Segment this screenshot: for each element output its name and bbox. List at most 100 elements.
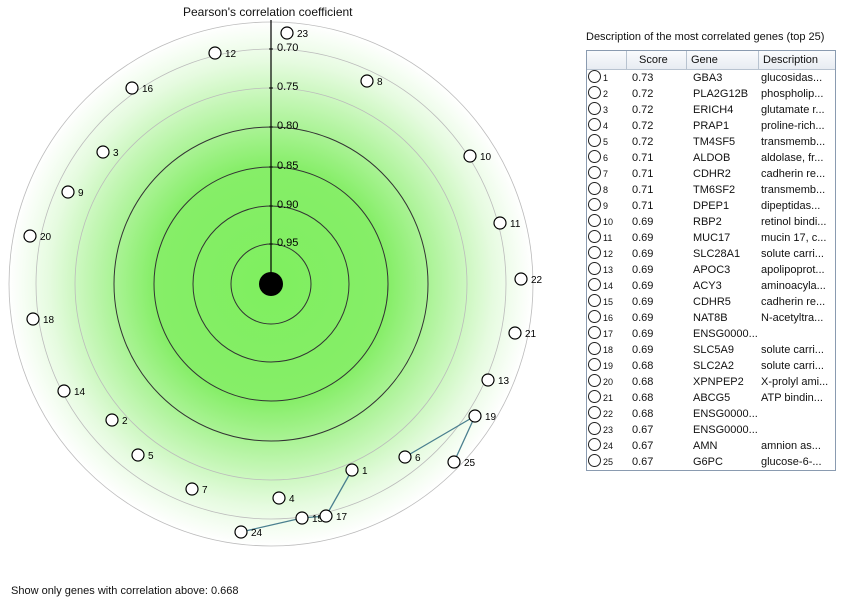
radio-icon[interactable]	[588, 198, 601, 211]
row-select[interactable]: 23	[587, 422, 627, 438]
gene-node-circle[interactable]	[208, 46, 222, 60]
gene-node-11[interactable]: 11	[493, 216, 521, 230]
gene-node-circle[interactable]	[26, 312, 40, 326]
radio-icon[interactable]	[588, 326, 601, 339]
gene-node-circle[interactable]	[295, 511, 309, 525]
radio-icon[interactable]	[588, 166, 601, 179]
gene-node-5[interactable]: 5	[131, 448, 154, 462]
gene-node-circle[interactable]	[185, 482, 199, 496]
gene-node-8[interactable]: 8	[360, 74, 383, 88]
gene-node-circle[interactable]	[398, 450, 412, 464]
row-select[interactable]: 24	[587, 438, 627, 454]
radio-icon[interactable]	[588, 390, 601, 403]
table-row[interactable]: 8 0.71 TM6SF2 transmemb...	[587, 182, 835, 198]
table-row[interactable]: 5 0.72 TM4SF5 transmemb...	[587, 134, 835, 150]
gene-node-circle[interactable]	[514, 272, 528, 286]
radio-icon[interactable]	[588, 246, 601, 259]
radio-icon[interactable]	[588, 118, 601, 131]
radio-icon[interactable]	[588, 438, 601, 451]
row-select[interactable]: 18	[587, 342, 627, 358]
row-select[interactable]: 5	[587, 134, 627, 150]
gene-node-24[interactable]: 24	[234, 525, 263, 539]
radio-icon[interactable]	[588, 230, 601, 243]
radio-icon[interactable]	[588, 86, 601, 99]
gene-node-10[interactable]: 10	[463, 149, 492, 163]
table-row[interactable]: 6 0.71 ALDOB aldolase, fr...	[587, 150, 835, 166]
row-select[interactable]: 14	[587, 278, 627, 294]
gene-node-circle[interactable]	[57, 384, 71, 398]
table-row[interactable]: 20 0.68 XPNPEP2 X-prolyl ami...	[587, 374, 835, 390]
gene-node-18[interactable]: 18	[26, 312, 55, 326]
row-select[interactable]: 21	[587, 390, 627, 406]
table-row[interactable]: 21 0.68 ABCG5 ATP bindin...	[587, 390, 835, 406]
row-select[interactable]: 19	[587, 358, 627, 374]
table-row[interactable]: 24 0.67 AMN amnion as...	[587, 438, 835, 454]
gene-node-12[interactable]: 12	[208, 46, 237, 60]
header-score[interactable]: Score	[627, 51, 687, 69]
table-row[interactable]: 14 0.69 ACY3 aminoacyla...	[587, 278, 835, 294]
gene-node-circle[interactable]	[96, 145, 110, 159]
row-select[interactable]: 15	[587, 294, 627, 310]
table-row[interactable]: 23 0.67 ENSG0000...	[587, 422, 835, 438]
row-select[interactable]: 8	[587, 182, 627, 198]
gene-node-circle[interactable]	[463, 149, 477, 163]
table-row[interactable]: 3 0.72 ERICH4 glutamate r...	[587, 102, 835, 118]
table-row[interactable]: 7 0.71 CDHR2 cadherin re...	[587, 166, 835, 182]
row-select[interactable]: 7	[587, 166, 627, 182]
table-row[interactable]: 19 0.68 SLC2A2 solute carri...	[587, 358, 835, 374]
row-select[interactable]: 10	[587, 214, 627, 230]
gene-node-circle[interactable]	[360, 74, 374, 88]
center-gene-node[interactable]	[259, 272, 283, 296]
table-row[interactable]: 15 0.69 CDHR5 cadherin re...	[587, 294, 835, 310]
row-select[interactable]: 17	[587, 326, 627, 342]
row-select[interactable]: 13	[587, 262, 627, 278]
gene-node-circle[interactable]	[319, 509, 333, 523]
radio-icon[interactable]	[588, 454, 601, 467]
table-row[interactable]: 16 0.69 NAT8B N-acetyltra...	[587, 310, 835, 326]
row-select[interactable]: 1	[587, 70, 627, 86]
gene-node-23[interactable]: 23	[280, 26, 309, 40]
table-row[interactable]: 22 0.68 ENSG0000...	[587, 406, 835, 422]
gene-node-circle[interactable]	[61, 185, 75, 199]
gene-node-circle[interactable]	[280, 26, 294, 40]
table-row[interactable]: 2 0.72 PLA2G12B phospholip...	[587, 86, 835, 102]
gene-node-circle[interactable]	[234, 525, 248, 539]
radio-icon[interactable]	[588, 182, 601, 195]
gene-node-16[interactable]: 16	[125, 81, 154, 95]
radio-icon[interactable]	[588, 358, 601, 371]
gene-node-circle[interactable]	[345, 463, 359, 477]
table-row[interactable]: 11 0.69 MUC17 mucin 17, c...	[587, 230, 835, 246]
row-select[interactable]: 9	[587, 198, 627, 214]
table-row[interactable]: 25 0.67 G6PC glucose-6-...	[587, 454, 835, 470]
gene-node-circle[interactable]	[131, 448, 145, 462]
radio-icon[interactable]	[588, 214, 601, 227]
gene-node-circle[interactable]	[125, 81, 139, 95]
radio-icon[interactable]	[588, 278, 601, 291]
table-row[interactable]: 12 0.69 SLC28A1 solute carri...	[587, 246, 835, 262]
gene-node-4[interactable]: 4	[272, 491, 295, 505]
radio-icon[interactable]	[588, 342, 601, 355]
radio-icon[interactable]	[588, 374, 601, 387]
gene-node-21[interactable]: 21	[508, 326, 537, 340]
radio-icon[interactable]	[588, 70, 601, 83]
gene-node-3[interactable]: 3	[96, 145, 119, 159]
table-row[interactable]: 17 0.69 ENSG0000...	[587, 326, 835, 342]
row-select[interactable]: 11	[587, 230, 627, 246]
radio-icon[interactable]	[588, 294, 601, 307]
gene-node-9[interactable]: 9	[61, 185, 84, 199]
table-row[interactable]: 18 0.69 SLC5A9 solute carri...	[587, 342, 835, 358]
gene-node-6[interactable]: 6	[398, 450, 421, 464]
radio-icon[interactable]	[588, 134, 601, 147]
row-select[interactable]: 20	[587, 374, 627, 390]
table-row[interactable]: 1 0.73 GBA3 glucosidas...	[587, 70, 835, 86]
radio-icon[interactable]	[588, 102, 601, 115]
gene-node-15[interactable]: 15	[295, 511, 324, 525]
table-row[interactable]: 10 0.69 RBP2 retinol bindi...	[587, 214, 835, 230]
gene-node-circle[interactable]	[105, 413, 119, 427]
row-select[interactable]: 22	[587, 406, 627, 422]
table-row[interactable]: 9 0.71 DPEP1 dipeptidas...	[587, 198, 835, 214]
row-select[interactable]: 2	[587, 86, 627, 102]
row-select[interactable]: 4	[587, 118, 627, 134]
gene-node-circle[interactable]	[272, 491, 286, 505]
gene-node-circle[interactable]	[23, 229, 37, 243]
